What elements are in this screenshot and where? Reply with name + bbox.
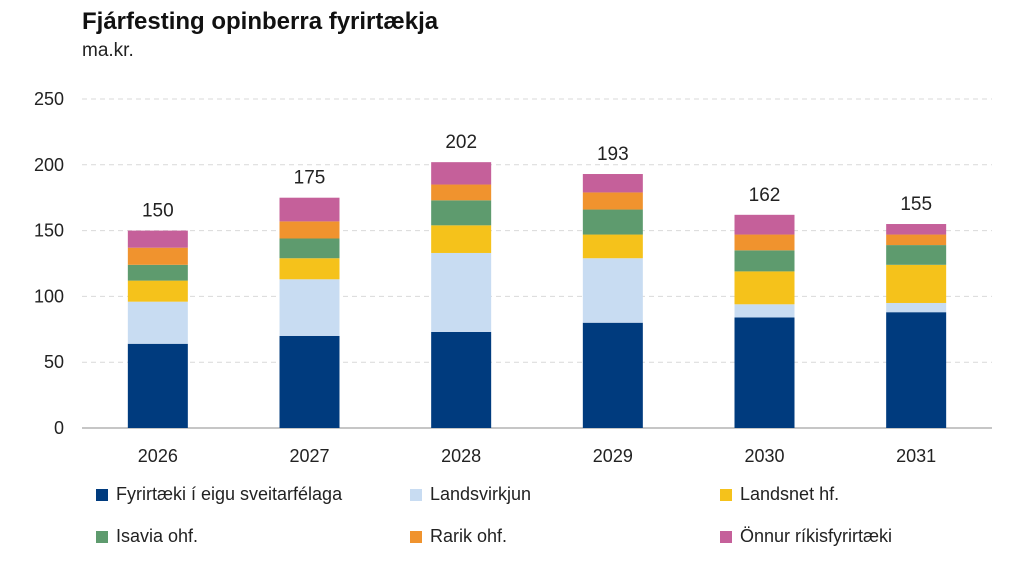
legend-swatch (96, 488, 108, 501)
bar-segment (431, 162, 492, 185)
legend-label: Önnur ríkisfyrirtæki (740, 526, 893, 546)
y-tick-label: 100 (34, 286, 64, 306)
bar-segment (431, 331, 492, 428)
bar-segment (886, 264, 947, 303)
bar-segment (886, 234, 947, 246)
legend-label: Landsnet hf. (740, 484, 840, 504)
total-label: 175 (294, 168, 326, 189)
total-label: 150 (142, 201, 174, 222)
y-tick-label: 0 (54, 418, 64, 438)
legend-label: Landsvirkjun (430, 484, 532, 504)
bar-segment (582, 209, 643, 235)
x-tick-label: 2026 (138, 446, 178, 466)
bar-segment (127, 301, 188, 344)
bar-segment (886, 302, 947, 313)
total-label: 193 (597, 144, 629, 165)
bar-segment (734, 234, 795, 251)
bar-segment (431, 184, 492, 201)
chart-legend: Fyrirtæki í eigu sveitarfélaga Landsvirkj… (0, 478, 1024, 558)
x-tick-label: 2028 (441, 446, 481, 466)
legend-item: Landsvirkjun (410, 484, 531, 505)
legend-item: Fyrirtæki í eigu sveitarfélaga (96, 484, 342, 505)
bar-segment (582, 258, 643, 323)
bar-segment (886, 245, 947, 265)
legend-label: Rarik ohf. (430, 526, 508, 546)
bar-segment (734, 271, 795, 305)
total-label: 162 (749, 185, 781, 206)
bar-segment (127, 230, 188, 248)
chart-subtitle: ma.kr. (82, 40, 134, 61)
total-label: 155 (900, 194, 932, 215)
bar-segment (279, 238, 340, 259)
legend-item: Rarik ohf. (410, 526, 507, 547)
bar-segment (582, 322, 643, 428)
x-tick-label: 2031 (896, 446, 936, 466)
bar-segment (886, 312, 947, 428)
legend-swatch (410, 530, 422, 543)
y-tick-label: 250 (34, 89, 64, 109)
bar-segment (431, 225, 492, 253)
legend-swatch (720, 488, 732, 501)
legend-swatch (96, 530, 108, 543)
bar-segment (279, 197, 340, 222)
bar-segment (127, 247, 188, 265)
bar-segment (886, 224, 947, 235)
legend-item: Landsnet hf. (720, 484, 839, 505)
y-tick-label: 200 (34, 155, 64, 175)
legend-swatch (410, 488, 422, 501)
x-tick-label: 2027 (289, 446, 329, 466)
bar-segment (127, 280, 188, 302)
y-tick-label: 50 (44, 352, 64, 372)
legend-label: Isavia ohf. (116, 526, 199, 546)
bar-segment (279, 258, 340, 280)
bar-segment (127, 343, 188, 428)
chart-title: Fjárfesting opinberra fyrirtækja (82, 8, 439, 35)
bar-segment (734, 250, 795, 272)
bar-segment (279, 279, 340, 336)
legend-item: Önnur ríkisfyrirtæki (720, 526, 892, 547)
bar-segment (734, 317, 795, 428)
bar-segment (431, 200, 492, 226)
bar-segment (734, 304, 795, 318)
legend-item: Isavia ohf. (96, 526, 198, 547)
total-label: 202 (445, 132, 477, 153)
legend-swatch (720, 530, 732, 543)
x-tick-label: 2030 (744, 446, 784, 466)
bar-segment (127, 264, 188, 281)
bar-segment (734, 214, 795, 235)
bar-segment (279, 221, 340, 239)
y-tick-label: 150 (34, 221, 64, 241)
stacked-bar-chart: 0 50 100 150 200 250 150 2026 175 2027 202 2028 193 2… (34, 89, 992, 466)
bar-segment (582, 234, 643, 259)
bar-segment (582, 174, 643, 193)
bar-segment (279, 335, 340, 428)
bar-segment (431, 252, 492, 332)
bar-segment (582, 192, 643, 210)
legend-label: Fyrirtæki í eigu sveitarfélaga (116, 484, 343, 504)
x-tick-label: 2029 (593, 446, 633, 466)
